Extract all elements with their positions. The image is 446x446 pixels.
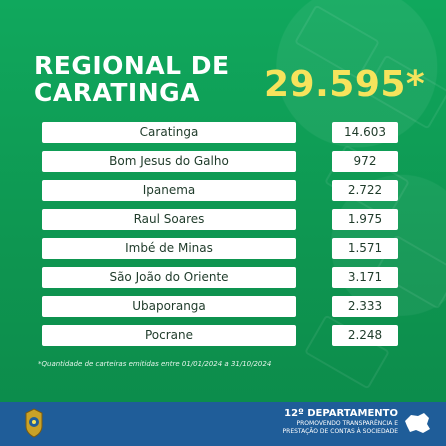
total-count: 29.595* xyxy=(264,64,426,105)
table-row: São João do Oriente 3.171 xyxy=(42,267,398,288)
table-row: Ipanema 2.722 xyxy=(42,180,398,201)
department-info: 12º DEPARTAMENTO PROMOVENDO TRANSPARÊNCI… xyxy=(283,408,398,436)
table-row: Caratinga 14.603 xyxy=(42,122,398,143)
city-value: 1.975 xyxy=(332,209,398,230)
city-value: 972 xyxy=(332,151,398,172)
table-row: Imbé de Minas 1.571 xyxy=(42,238,398,259)
city-value: 3.171 xyxy=(332,267,398,288)
city-name: Bom Jesus do Galho xyxy=(42,151,296,172)
city-name: Pocrane xyxy=(42,325,296,346)
department-title: 12º DEPARTAMENTO xyxy=(284,408,398,419)
title-line-2: CARATINGA xyxy=(34,78,200,107)
city-value: 2.722 xyxy=(332,180,398,201)
city-value: 14.603 xyxy=(332,122,398,143)
police-badge-icon xyxy=(25,408,43,438)
table-row: Bom Jesus do Galho 972 xyxy=(42,151,398,172)
city-value: 1.571 xyxy=(332,238,398,259)
table-row: Raul Soares 1.975 xyxy=(42,209,398,230)
city-table: Caratinga 14.603 Bom Jesus do Galho 972 … xyxy=(42,122,398,354)
minas-gerais-map-icon xyxy=(405,413,430,433)
table-row: Ubaporanga 2.333 xyxy=(42,296,398,317)
city-value: 2.333 xyxy=(332,296,398,317)
page-title: REGIONAL DE CARATINGA xyxy=(34,52,230,106)
department-subtitle-2: PRESTAÇÃO DE CONTAS À SOCIEDADE xyxy=(282,428,398,435)
city-name: Imbé de Minas xyxy=(42,238,296,259)
city-name: São João do Oriente xyxy=(42,267,296,288)
city-name: Ubaporanga xyxy=(42,296,296,317)
city-value: 2.248 xyxy=(332,325,398,346)
city-name: Ipanema xyxy=(42,180,296,201)
footnote: *Quantidade de carteiras emitidas entre … xyxy=(38,360,272,368)
footer-bar: 12º DEPARTAMENTO PROMOVENDO TRANSPARÊNCI… xyxy=(0,402,446,446)
city-name: Caratinga xyxy=(42,122,296,143)
department-subtitle-1: PROMOVENDO TRANSPARÊNCIA E xyxy=(296,420,398,427)
city-name: Raul Soares xyxy=(42,209,296,230)
title-line-1: REGIONAL DE xyxy=(34,51,230,80)
table-row: Pocrane 2.248 xyxy=(42,325,398,346)
